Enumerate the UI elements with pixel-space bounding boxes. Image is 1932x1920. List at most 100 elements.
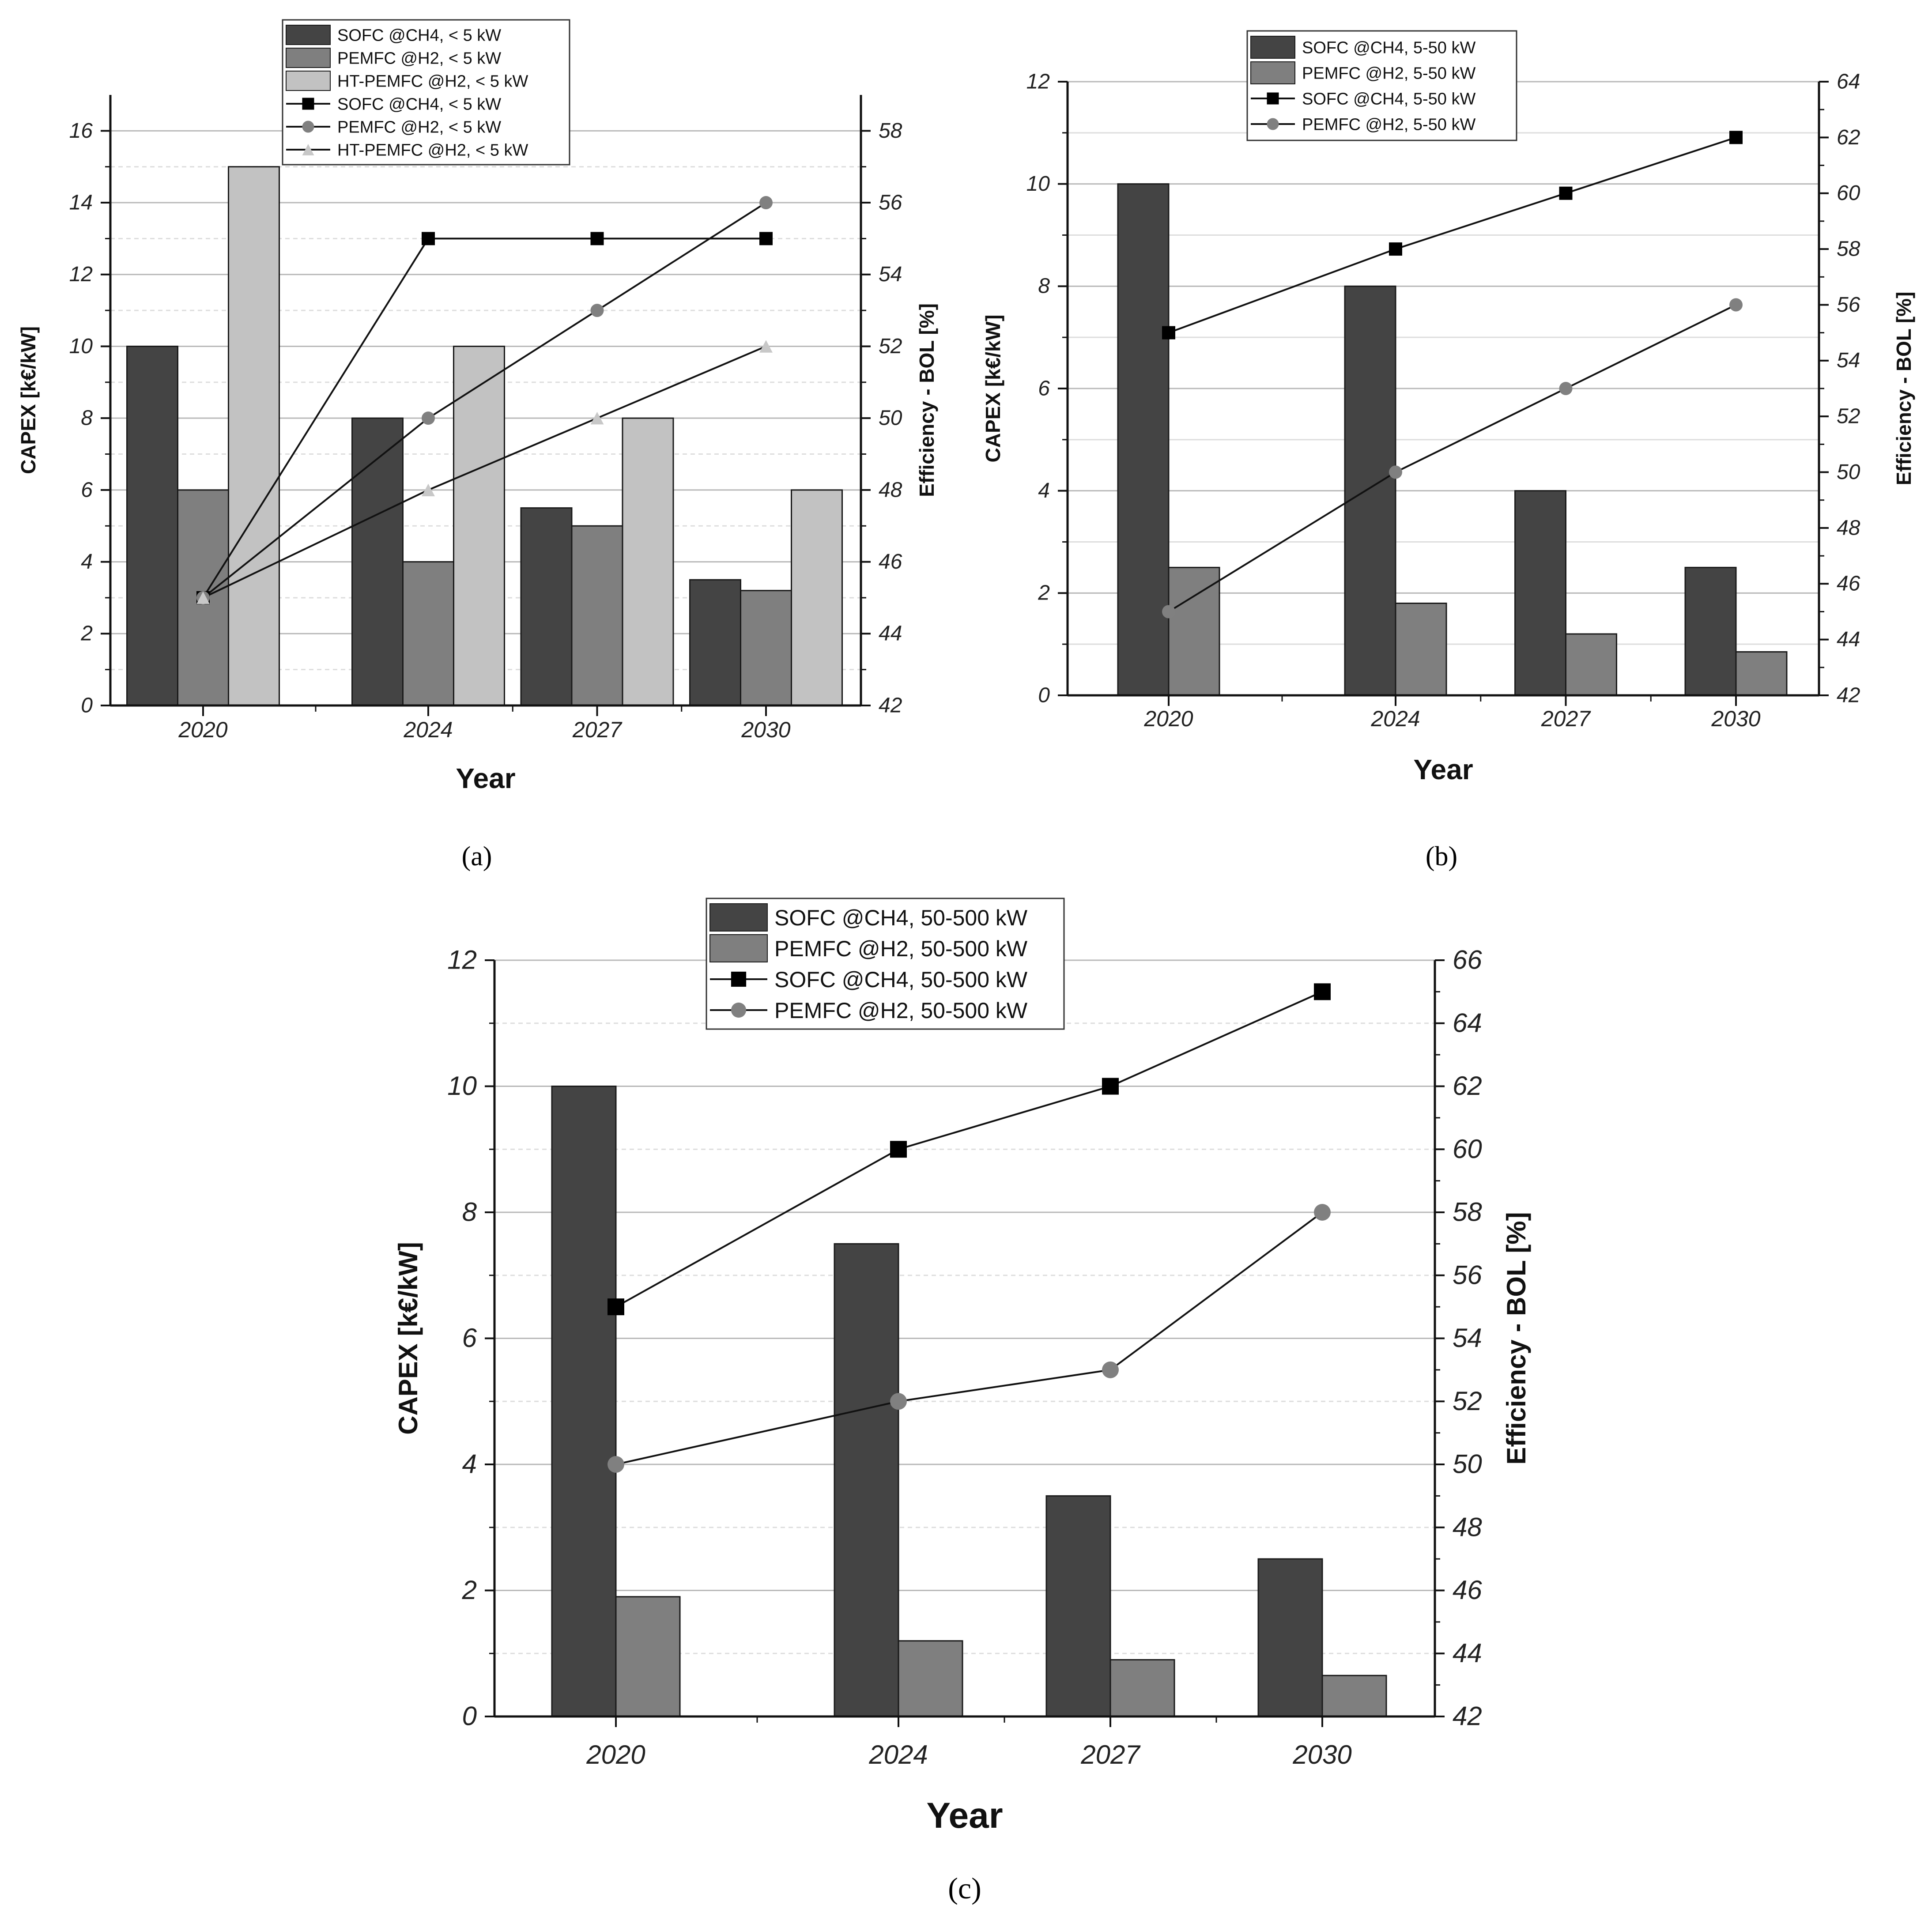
x-tick-label: 2027 [1080, 1740, 1141, 1769]
y2-tick-label: 58 [1837, 237, 1860, 260]
bar-sofc-2027 [1514, 490, 1566, 696]
y2-tick-label: 42 [1453, 1701, 1482, 1731]
legend-marker [1267, 118, 1279, 130]
marker-sofc-2030 [759, 232, 773, 245]
marker-pemfc-2027 [1102, 1361, 1119, 1378]
marker-pemfc-2030 [1729, 298, 1743, 312]
x-tick-label: 2020 [1143, 706, 1193, 731]
y2-tick-label: 50 [1837, 460, 1860, 484]
y-tick-label: 12 [447, 945, 477, 975]
y2-tick-label: 64 [1837, 70, 1860, 93]
y2-tick-label: 54 [879, 263, 902, 286]
y-axis-title: CAPEX [k€/kW] [17, 326, 40, 474]
y2-tick-label: 50 [1453, 1449, 1482, 1479]
line-sofc [615, 991, 1323, 1308]
marker-ht-pemfc-2030 [759, 340, 773, 353]
x-tick-label: 2030 [1711, 706, 1760, 731]
y-tick-label: 10 [447, 1071, 477, 1101]
marker-sofc-2024 [1389, 242, 1402, 256]
y-tick-label: 8 [81, 407, 93, 430]
marker-sofc-2024 [890, 1141, 907, 1158]
marker-sofc-2027 [1102, 1078, 1119, 1095]
x-tick-label: 2024 [403, 717, 453, 742]
y-tick-label: 0 [1038, 683, 1050, 707]
y2-tick-label: 44 [1837, 628, 1860, 651]
y-tick-label: 12 [69, 263, 93, 286]
y-tick-label: 12 [1026, 70, 1050, 93]
legend-marker [302, 98, 314, 110]
legend-swatch [709, 934, 768, 962]
x-axis-title: Year [1413, 754, 1473, 785]
panel-label: (a) [462, 841, 492, 871]
marker-pemfc-2024 [890, 1393, 907, 1410]
bar-sofc-2020 [126, 345, 178, 706]
bar-pemfc-2030 [1321, 1675, 1387, 1717]
y2-tick-label: 56 [879, 191, 902, 214]
y-tick-label: 0 [81, 694, 93, 717]
marker-pemfc-2020 [608, 1456, 624, 1473]
y2-tick-label: 56 [1837, 293, 1860, 317]
y2-axis-title: Efficiency - BOL [%] [1502, 1212, 1531, 1464]
y-axis-title: CAPEX [k€/kW] [981, 315, 1004, 463]
marker-ht-pemfc-2027 [590, 411, 604, 425]
marker-sofc-2020 [1162, 326, 1175, 339]
y2-tick-label: 52 [879, 335, 902, 358]
marker-sofc-2030 [1729, 131, 1743, 144]
y2-tick-label: 46 [1453, 1575, 1482, 1605]
legend-label: HT-PEMFC @H2, < 5 kW [337, 141, 528, 160]
marker-pemfc-2024 [1389, 465, 1402, 479]
y-tick-label: 8 [1038, 275, 1050, 298]
y2-tick-label: 58 [1453, 1197, 1482, 1227]
legend-swatch [286, 25, 331, 45]
y-tick-label: 6 [462, 1323, 477, 1353]
legend-marker [302, 144, 314, 155]
bar-ht-pemfc-2030 [791, 489, 843, 706]
bar-sofc-2027 [520, 507, 573, 706]
y2-axis-title: Efficiency - BOL [%] [915, 303, 938, 497]
line-pemfc [615, 1211, 1323, 1465]
y-tick-label: 2 [1038, 581, 1050, 605]
y-tick-label: 0 [462, 1701, 477, 1731]
y-tick-label: 14 [69, 191, 93, 214]
x-tick-label: 2020 [586, 1740, 645, 1769]
bar-pemfc-2020 [1168, 566, 1220, 696]
bar-sofc-2030 [1684, 566, 1737, 696]
bar-pemfc-2027 [1109, 1659, 1175, 1717]
y2-tick-label: 54 [1453, 1323, 1482, 1353]
line-ht-pemfc [203, 345, 766, 599]
y2-tick-label: 52 [1837, 405, 1860, 428]
legend-label: SOFC @CH4, 5-50 kW [1302, 39, 1475, 57]
legend-marker [731, 1002, 747, 1018]
bar-ht-pemfc-2020 [228, 166, 280, 706]
bar-sofc-2024 [834, 1243, 899, 1717]
legend-label: HT-PEMFC @H2, < 5 kW [337, 72, 528, 91]
x-tick-label: 2030 [1292, 1740, 1351, 1769]
y2-tick-label: 62 [1837, 126, 1860, 149]
y-tick-label: 6 [1038, 377, 1050, 400]
legend-label: PEMFC @H2, 50-500 kW [774, 998, 1028, 1023]
y2-tick-label: 66 [1453, 945, 1482, 975]
y-tick-label: 10 [69, 335, 93, 358]
legend-box [1246, 30, 1517, 141]
bar-sofc-2030 [1257, 1558, 1323, 1717]
y2-tick-label: 58 [879, 119, 902, 143]
y-tick-label: 4 [462, 1449, 477, 1479]
x-tick-label: 2027 [1541, 706, 1591, 731]
legend-label: SOFC @CH4, 5-50 kW [1302, 90, 1475, 109]
marker-pemfc-2027 [590, 304, 604, 317]
legend-label: PEMFC @H2, < 5 kW [337, 49, 501, 68]
legend-label: PEMFC @H2, 5-50 kW [1302, 64, 1475, 83]
x-tick-label: 2030 [741, 717, 790, 742]
bar-ht-pemfc-2024 [453, 345, 505, 706]
bar-pemfc-2020 [615, 1596, 681, 1717]
y-tick-label: 6 [81, 478, 93, 502]
marker-sofc-2030 [1314, 983, 1331, 1000]
y2-tick-label: 48 [879, 478, 902, 502]
y2-tick-label: 46 [1837, 572, 1860, 596]
y2-tick-label: 44 [879, 622, 902, 645]
marker-pemfc-2020 [1162, 605, 1175, 619]
y-tick-label: 8 [462, 1197, 477, 1227]
